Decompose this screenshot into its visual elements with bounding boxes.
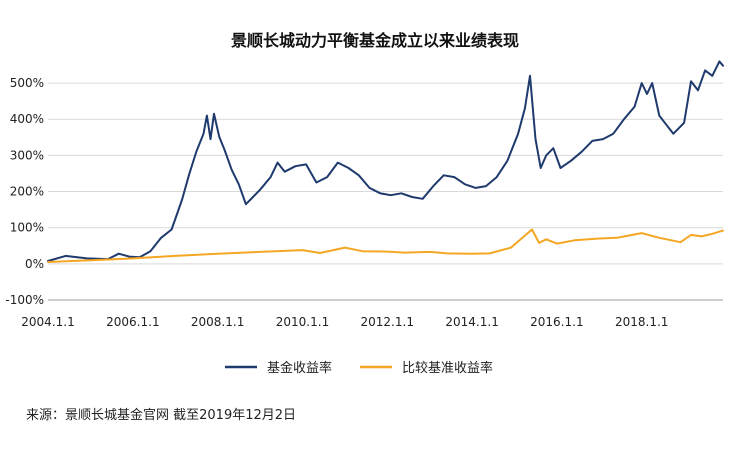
x-tick-label-3: 2010.1.1 (276, 315, 329, 329)
x-tick-label-7: 2018.1.1 (615, 315, 668, 329)
y-tick-label-5: 0% (25, 257, 44, 271)
y-tick-label-6: -100% (5, 293, 44, 307)
y-tick-label-1: 400% (10, 112, 44, 126)
legend-fund-label: 基金收益率 (267, 360, 332, 376)
y-tick-label-3: 200% (10, 185, 44, 199)
x-tick-label-5: 2014.1.1 (445, 315, 498, 329)
x-tick-label-1: 2006.1.1 (106, 315, 159, 329)
legend-benchmark-label: 比较基准收益率 (402, 360, 493, 376)
source-note: 来源：景顺长城基金官网 截至2019年12月2日 (26, 408, 297, 423)
benchmark-return-line (47, 228, 724, 263)
y-tick-label-0: 500% (10, 76, 44, 90)
fund-return-line (47, 60, 724, 262)
x-tick-label-2: 2008.1.1 (191, 315, 244, 329)
x-tick-label-4: 2012.1.1 (361, 315, 414, 329)
x-tick-label-0: 2004.1.1 (21, 315, 74, 329)
y-tick-label-4: 100% (10, 221, 44, 235)
y-tick-label-2: 300% (10, 148, 44, 162)
x-tick-label-6: 2016.1.1 (530, 315, 583, 329)
chart-title: 景顺长城动力平衡基金成立以来业绩表现 (231, 31, 519, 50)
